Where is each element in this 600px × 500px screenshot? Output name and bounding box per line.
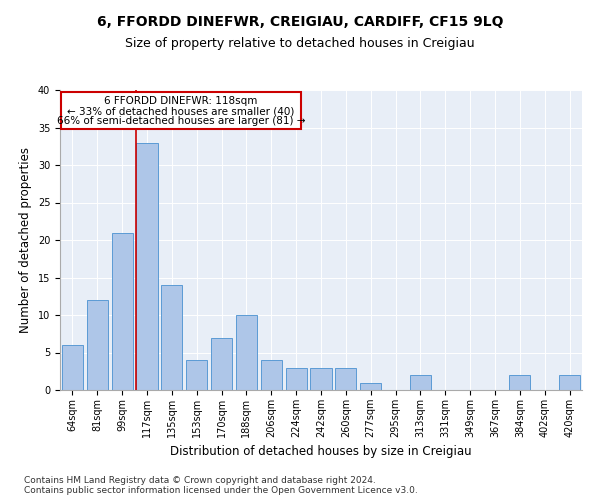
Bar <box>62 345 83 390</box>
X-axis label: Distribution of detached houses by size in Creigiau: Distribution of detached houses by size … <box>170 446 472 458</box>
Bar <box>310 368 332 390</box>
Bar <box>211 338 232 390</box>
Bar <box>136 142 158 390</box>
Bar <box>161 285 182 390</box>
Text: ← 33% of detached houses are smaller (40): ← 33% of detached houses are smaller (40… <box>67 106 295 116</box>
Bar <box>335 368 356 390</box>
Text: Size of property relative to detached houses in Creigiau: Size of property relative to detached ho… <box>125 38 475 51</box>
FancyBboxPatch shape <box>61 92 301 129</box>
Text: 6 FFORDD DINEFWR: 118sqm: 6 FFORDD DINEFWR: 118sqm <box>104 96 258 106</box>
Y-axis label: Number of detached properties: Number of detached properties <box>19 147 32 333</box>
Text: Contains HM Land Registry data © Crown copyright and database right 2024.
Contai: Contains HM Land Registry data © Crown c… <box>24 476 418 495</box>
Bar <box>360 382 381 390</box>
Bar <box>261 360 282 390</box>
Bar <box>410 375 431 390</box>
Bar <box>186 360 207 390</box>
Bar <box>236 315 257 390</box>
Bar <box>286 368 307 390</box>
Bar <box>112 232 133 390</box>
Bar <box>87 300 108 390</box>
Text: 6, FFORDD DINEFWR, CREIGIAU, CARDIFF, CF15 9LQ: 6, FFORDD DINEFWR, CREIGIAU, CARDIFF, CF… <box>97 15 503 29</box>
Bar <box>509 375 530 390</box>
Bar <box>559 375 580 390</box>
Text: 66% of semi-detached houses are larger (81) →: 66% of semi-detached houses are larger (… <box>57 116 305 126</box>
